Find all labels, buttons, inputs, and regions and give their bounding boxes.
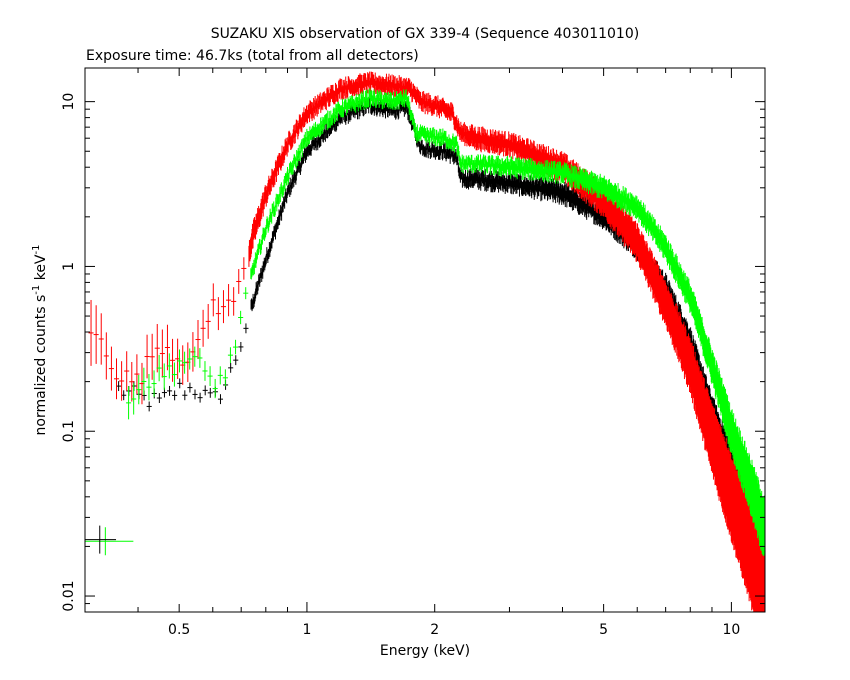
chart-title: SUZAKU XIS observation of GX 339-4 (Sequ… <box>211 26 639 42</box>
data-layer <box>85 71 766 612</box>
series-3 <box>126 88 766 556</box>
series-2 <box>88 71 766 612</box>
series-1 <box>116 97 766 581</box>
chart-subtitle: Exposure time: 46.7ks (total from all de… <box>86 48 419 64</box>
